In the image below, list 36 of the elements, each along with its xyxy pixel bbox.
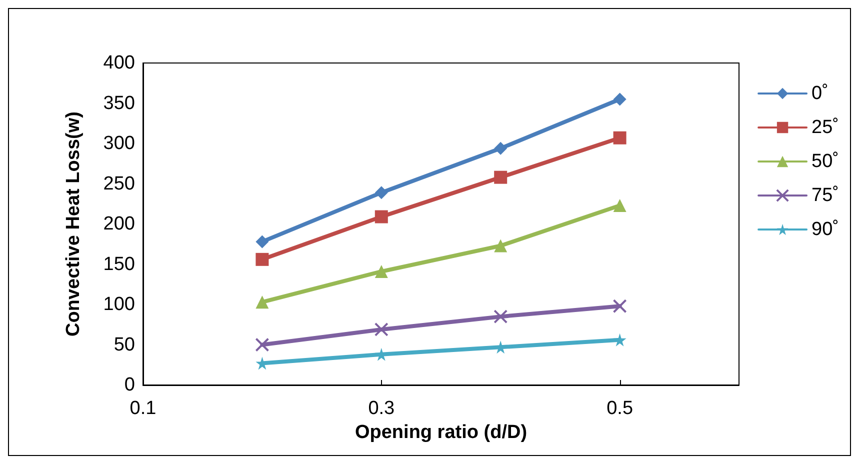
point <box>494 142 508 155</box>
point <box>494 310 508 324</box>
point <box>613 92 626 106</box>
y-axis-title: Convective Heat Loss(w) <box>63 112 84 336</box>
point <box>256 252 269 266</box>
y-tick-label: 250 <box>103 173 135 194</box>
point <box>255 338 270 352</box>
legend-label: 50˚ <box>812 151 840 172</box>
y-tick-label: 100 <box>103 294 135 315</box>
y-tick-label: 150 <box>103 254 135 275</box>
legend-label: 75˚ <box>812 185 840 206</box>
legend-label: 0˚ <box>812 83 828 104</box>
y-tick-label: 0 <box>124 374 135 396</box>
y-tick-label: 400 <box>103 52 135 74</box>
point <box>374 186 388 200</box>
point <box>374 322 388 336</box>
point <box>494 239 508 252</box>
y-tick-label: 200 <box>103 214 135 234</box>
x-tick-label: 0.3 <box>368 398 395 419</box>
x-axis-title: Opening ratio (d/D) <box>354 422 528 443</box>
point <box>613 198 626 212</box>
y-tick-label: 50 <box>114 334 135 356</box>
point <box>256 296 269 309</box>
x-tick-label: 0.5 <box>606 398 634 419</box>
y-tick-label: 350 <box>103 92 135 114</box>
point <box>612 299 627 314</box>
point <box>613 131 626 144</box>
point <box>613 333 626 346</box>
legend-label: 25˚ <box>812 117 840 138</box>
legend-label: 90˚ <box>812 219 840 240</box>
point <box>494 170 508 184</box>
y-tick-label: 300 <box>103 133 135 154</box>
point <box>374 264 388 278</box>
point <box>374 210 388 224</box>
x-tick-label: 0.1 <box>130 398 156 419</box>
point <box>256 235 269 248</box>
